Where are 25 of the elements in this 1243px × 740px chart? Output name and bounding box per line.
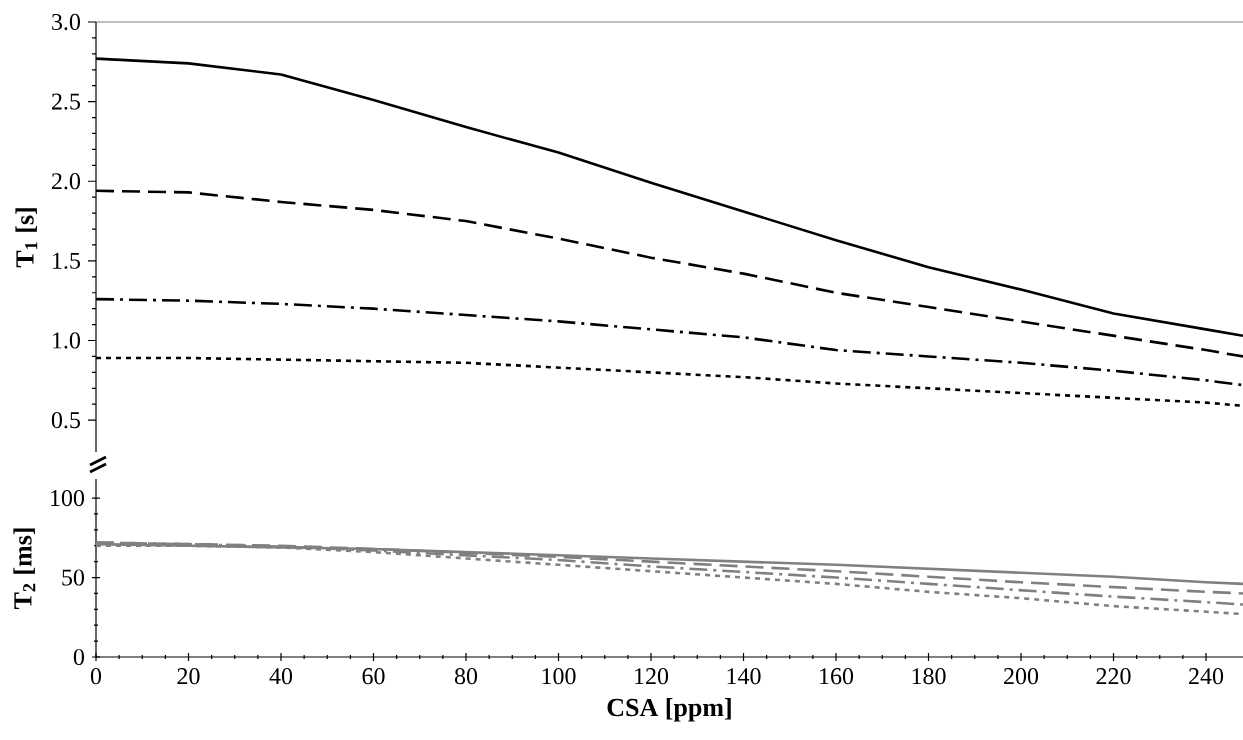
x-tick-label: 100 xyxy=(542,668,576,685)
y-axis-title: T$_{2}$ [ms] xyxy=(13,528,36,610)
y-tick-label: 2.5 xyxy=(52,93,81,110)
y-tick-label: 100 xyxy=(51,489,85,507)
x-tick-label: 140 xyxy=(727,668,761,685)
x-tick-label: 80 xyxy=(454,668,478,685)
y-tick-label: 50 xyxy=(62,569,85,586)
x-tick-label: 0 xyxy=(90,668,102,685)
x-tick-label: 120 xyxy=(635,668,669,685)
x-tick-label: 20 xyxy=(177,668,200,685)
x-tick-label: 160 xyxy=(820,668,854,685)
x-tick-label: 220 xyxy=(1096,668,1131,685)
y-tick-label: 3.0 xyxy=(52,13,81,31)
y-axis-title: T$_{1}$ [s] xyxy=(15,208,38,268)
x-axis-title: CSA [ppm] xyxy=(607,698,731,722)
x-tick-label: 40 xyxy=(269,668,293,685)
y-tick-label: 0 xyxy=(73,648,85,666)
y-tick-label: 0.5 xyxy=(51,411,81,429)
y-tick-label: 2.0 xyxy=(52,173,81,190)
x-tick-label: 180 xyxy=(912,668,946,685)
x-tick-label: 200 xyxy=(1004,668,1039,685)
y-tick-label: 1.5 xyxy=(53,252,81,269)
x-tick-label: 60 xyxy=(362,668,385,685)
y-tick-label: 1.0 xyxy=(53,332,81,349)
x-tick-label: 240 xyxy=(1189,668,1224,685)
